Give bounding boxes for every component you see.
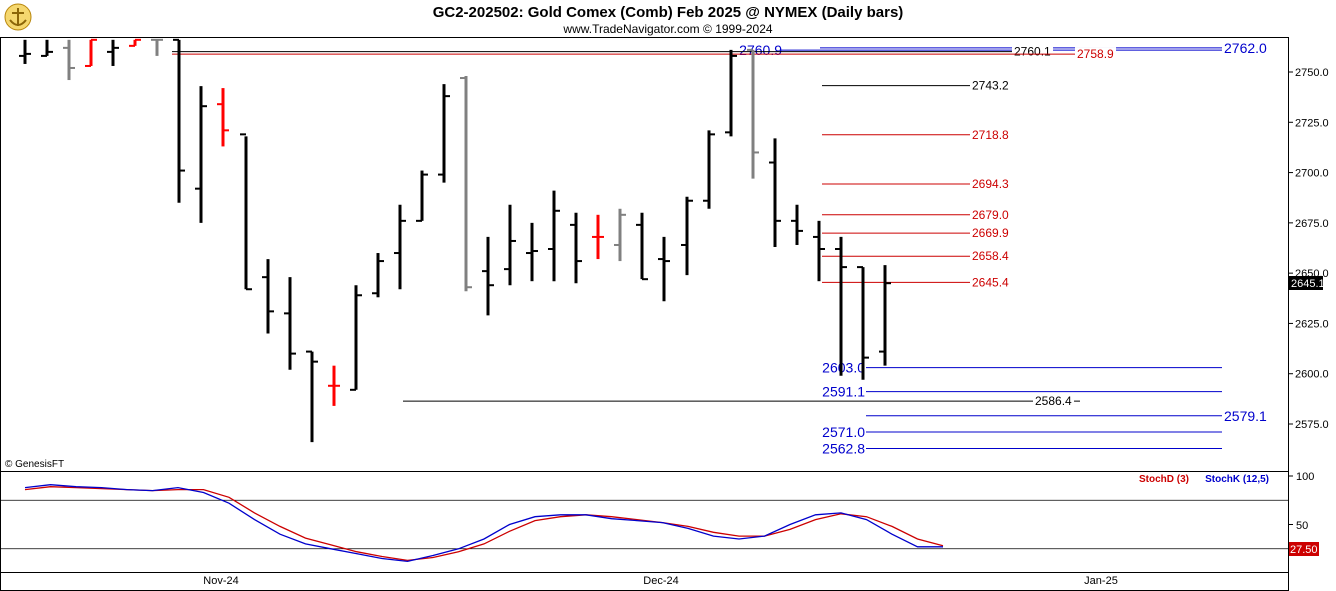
level-lines: 2762.0 2760.9 2760.1 2758.9 2743.2 2718.8 2694…	[172, 40, 1267, 457]
stoch-k-legend: StochK (12,5)	[1205, 474, 1269, 485]
stoch-last-label: 27.50	[1290, 544, 1318, 556]
ohlc-bar	[504, 204, 516, 286]
ohlc-bar	[592, 214, 604, 260]
ohlc-bar	[217, 88, 229, 147]
level-label: 2586.4	[1035, 394, 1072, 408]
level-label: 2591.1	[822, 384, 865, 400]
stoch-tick-100: 100	[1296, 471, 1314, 483]
last-price-label: 2645.1	[1291, 278, 1325, 290]
level-label-bg	[970, 127, 1012, 142]
stochastic-panel	[0, 475, 1293, 563]
level-label-bg	[1075, 47, 1117, 62]
ohlc-bar	[350, 285, 362, 391]
stoch-last-box	[1289, 542, 1319, 556]
level-label: 2603.0	[822, 360, 865, 376]
price-tick-label: 2625.0	[1295, 318, 1329, 330]
ohlc-bar	[526, 222, 538, 282]
level-label: 2758.9	[1077, 47, 1114, 61]
level-label-bg	[970, 177, 1012, 192]
ohlc-bar	[262, 259, 274, 334]
price-tick-label: 2675.0	[1295, 218, 1329, 230]
price-tick-label: 2575.0	[1295, 419, 1329, 431]
level-label: 2658.4	[972, 249, 1009, 263]
price-tick-label: 2600.0	[1295, 369, 1329, 381]
level-label: 2679.0	[972, 208, 1009, 222]
level-label-bg	[970, 226, 1012, 241]
level-label: 2562.8	[822, 441, 865, 457]
ohlc-bar	[681, 196, 693, 276]
level-label: 2760.1	[1014, 45, 1051, 59]
stoch-k-line	[24, 484, 943, 563]
watermark: © GenesisFT	[5, 459, 64, 470]
anchor-icon	[4, 3, 32, 31]
level-label-bg	[970, 207, 1012, 222]
ohlc-bar	[747, 48, 759, 179]
last-price-marker: 2645.1	[1289, 275, 1325, 290]
ohlc-bar	[151, 38, 163, 56]
chart-title: GC2-202502: Gold Comex (Comb) Feb 2025 @…	[433, 4, 904, 21]
level-label: 2743.2	[972, 79, 1009, 93]
ohlc-bar	[19, 39, 31, 64]
level-label: 2694.3	[972, 177, 1009, 191]
level-label-bg	[970, 249, 1012, 264]
x-label-jan: Jan-25	[1084, 575, 1118, 587]
ohlc-bar	[85, 38, 97, 67]
stoch-d-legend: StochD (3)	[1139, 474, 1189, 485]
ohlc-bar	[416, 170, 428, 222]
level-label: 2645.4	[972, 275, 1009, 289]
ohlc-bar	[107, 39, 119, 66]
ohlc-bar	[240, 133, 252, 291]
ohlc-bar	[857, 266, 869, 380]
x-label-dec: Dec-24	[643, 575, 678, 587]
ohlc-bar	[636, 212, 648, 281]
ohlc-bar	[438, 84, 450, 183]
ohlc-bar	[725, 49, 737, 137]
price-tick-label: 2700.0	[1295, 168, 1329, 180]
ohlc-bar	[306, 350, 318, 443]
ohlc-bar	[41, 39, 53, 57]
ohlc-bar	[570, 212, 582, 284]
ohlc-bar	[328, 365, 340, 406]
ohlc-bar	[703, 130, 715, 209]
level-label: 2669.9	[972, 226, 1009, 240]
ohlc-bar	[372, 253, 384, 298]
ohlc-bar	[548, 190, 560, 282]
price-tick-label: 2750.0	[1295, 67, 1329, 79]
x-label-nov: Nov-24	[203, 575, 238, 587]
ohlc-bar	[394, 204, 406, 290]
level-label: 2579.1	[1224, 408, 1267, 424]
ohlc-bar	[791, 204, 803, 245]
level-label: 2571.0	[822, 424, 865, 440]
ohlc-bar	[460, 76, 472, 292]
chart-subtitle: www.TradeNavigator.com © 1999-2024	[562, 22, 772, 36]
price-axis: 2750.02725.02700.02675.02650.02625.02600…	[1288, 67, 1329, 431]
ohlc-bar	[813, 220, 825, 282]
ohlc-bar	[195, 86, 207, 223]
level-label: 2760.9	[739, 42, 782, 58]
ohlc-bar	[879, 265, 891, 366]
ohlc-bars	[19, 38, 891, 443]
level-label-bg	[1012, 44, 1054, 59]
ohlc-bar	[284, 277, 296, 370]
ohlc-bar	[173, 38, 185, 203]
level-label: 2762.0	[1224, 40, 1267, 56]
ohlc-bar	[129, 38, 141, 47]
ohlc-bar	[658, 236, 670, 302]
level-label-bg	[1033, 394, 1075, 409]
ohlc-bar	[835, 236, 847, 376]
stoch-tick-50: 50	[1296, 520, 1308, 532]
level-label-bg	[970, 275, 1012, 290]
price-tick-label: 2725.0	[1295, 117, 1329, 129]
level-label-bg	[970, 78, 1012, 93]
level-label: 2718.8	[972, 128, 1009, 142]
ohlc-bar	[769, 138, 781, 247]
ohlc-bar	[614, 208, 626, 262]
stoch-d-line	[24, 486, 944, 562]
ohlc-bar	[63, 39, 75, 81]
ohlc-bar	[482, 236, 494, 316]
